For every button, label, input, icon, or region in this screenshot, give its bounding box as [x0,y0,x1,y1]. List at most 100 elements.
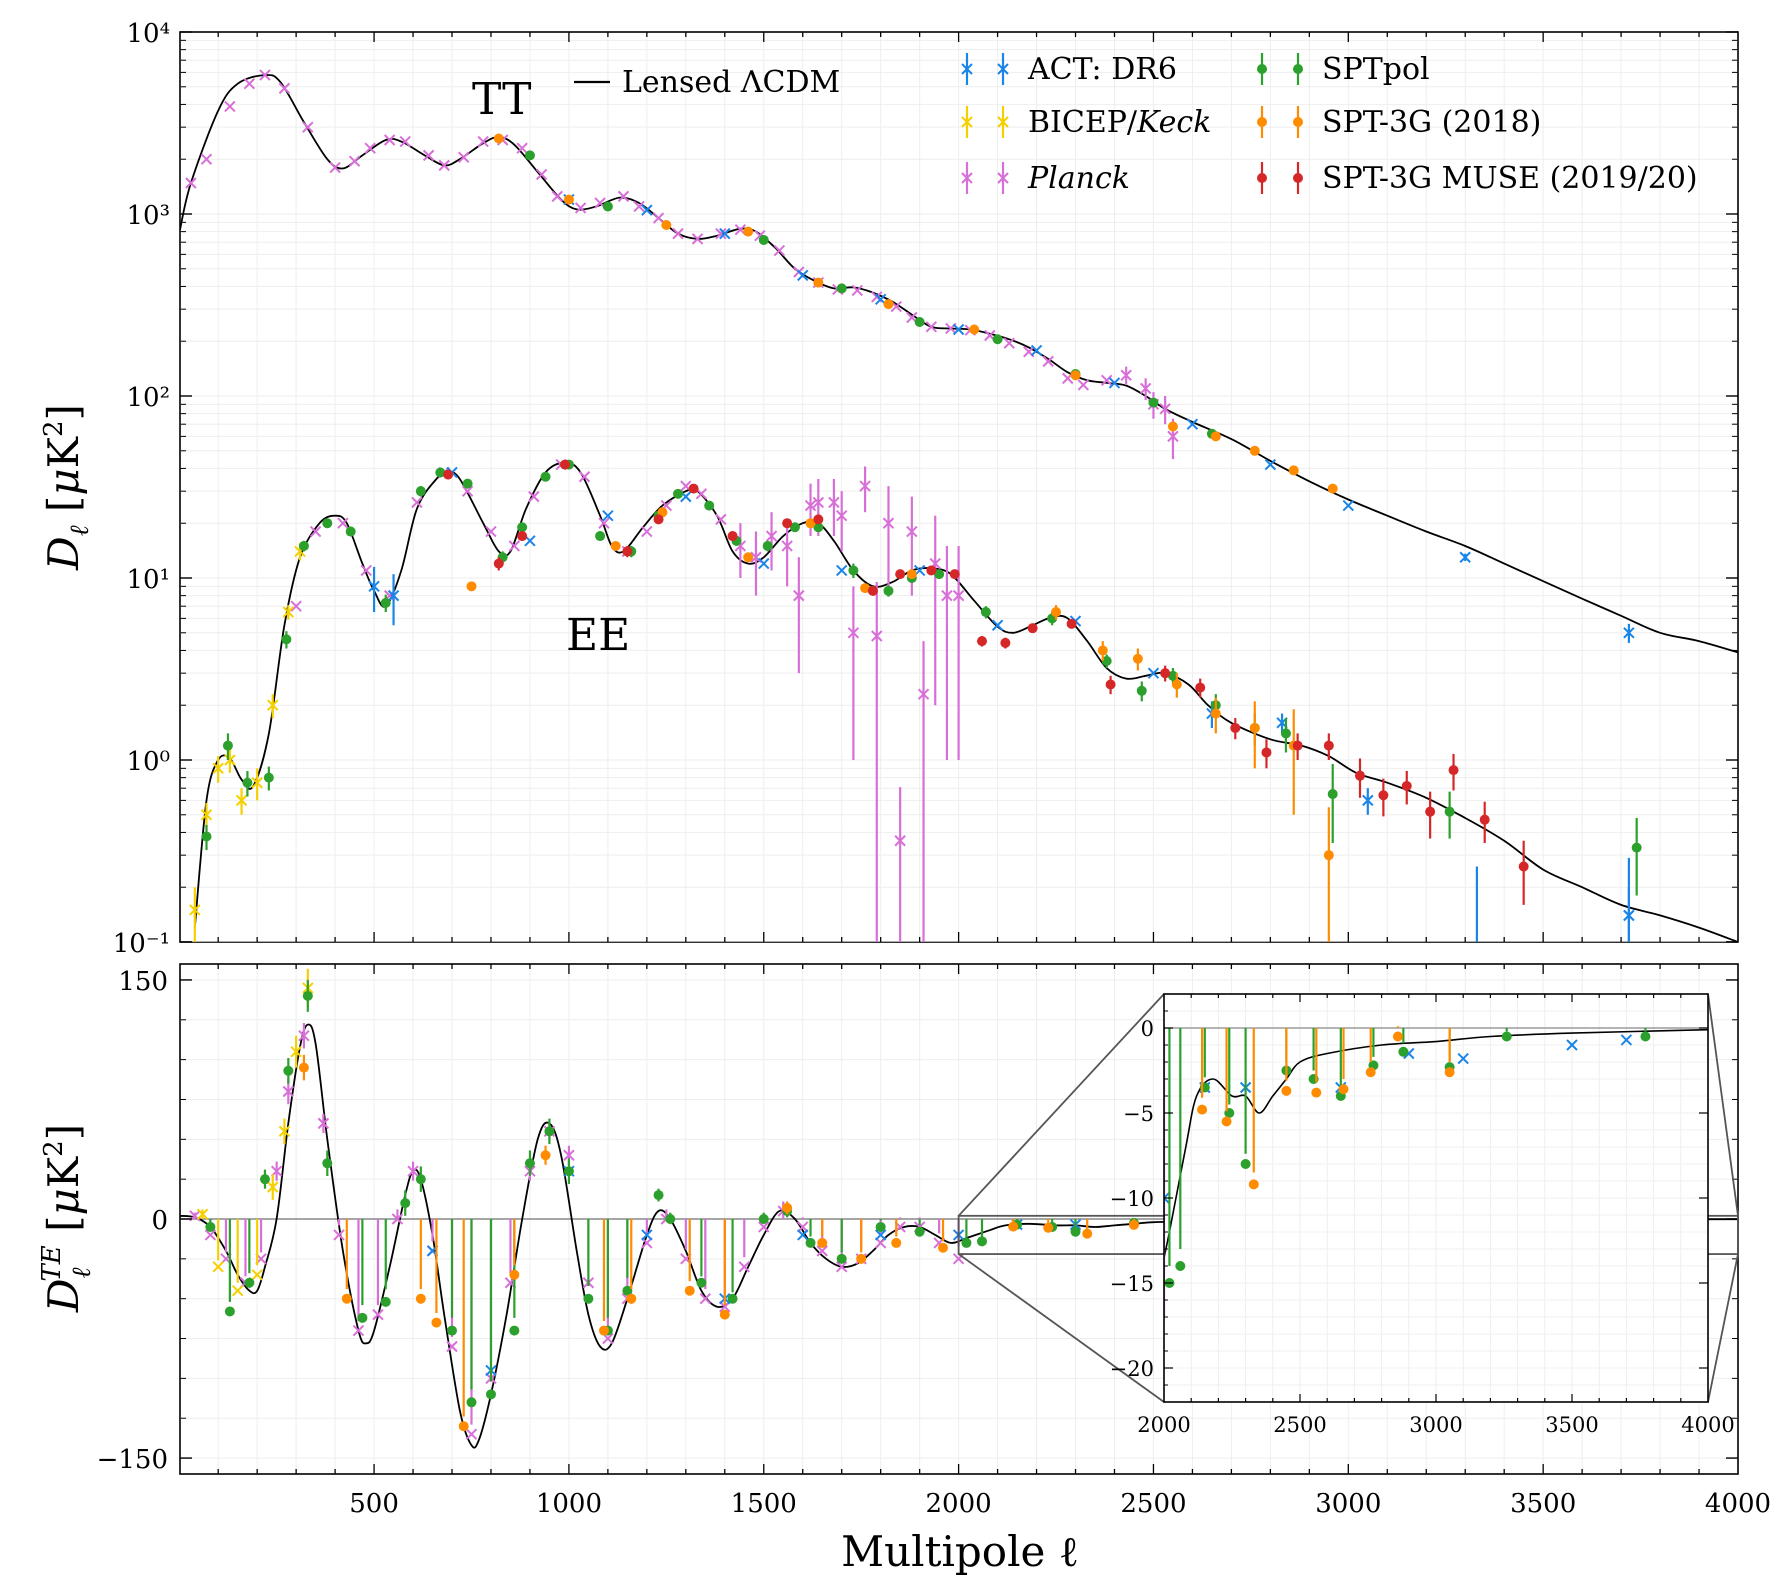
data-point-sptpol [1293,64,1303,74]
data-point-spt-3g-muse-2019-20 [1425,806,1436,817]
data-point-sptpol [848,565,859,576]
data-point-spt-3g-muse-2019-20 [813,514,824,525]
data-point-sptpol [485,1389,496,1400]
legend-label-spt3g-muse: SPT-3G MUSE (2019/20) [1322,161,1698,196]
data-point-sptpol [281,634,292,645]
data-point-act-dr6 [1620,1034,1633,1046]
y-tick-label-top: 10⁻¹ [113,929,170,959]
data-point-sptpol [509,1325,520,1336]
data-point-planck [485,525,497,538]
data-point-spt-3g-muse-2019-20 [867,585,878,596]
data-point-sptpol [980,607,991,618]
data-point-sptpol [1444,806,1455,817]
data-point-spt-3g-muse-2019-20 [1479,814,1490,825]
data-point-sptpol [462,478,473,489]
data-point-planck [691,233,704,245]
data-point-sptpol [357,1312,368,1323]
data-point-spt-3g-2018 [1444,1067,1455,1078]
data-point-sptpol [875,1221,886,1232]
bottom-data-marks [189,968,1654,1440]
x-tick-label: 3500 [1510,1489,1576,1519]
data-point-spt-3g-muse-2019-20 [949,569,960,580]
data-point-planck [360,564,372,577]
legend-label-sptpol: SPTpol [1322,52,1430,87]
data-point-bicep-keck [267,699,279,711]
data-point-spt-3g-2018 [298,1062,309,1073]
data-point-planck [894,835,906,847]
x-tick-label: 500 [349,1489,399,1519]
data-point-planck [812,496,825,509]
inset-y-tick-label: −15 [1110,1272,1154,1296]
inset-x-tick-label: 3000 [1409,1413,1462,1437]
data-point-spt-3g-2018 [431,1317,442,1328]
data-point-bicep-keck [278,1125,291,1138]
data-point-sptpol [242,777,253,788]
data-point-planck [758,1221,770,1233]
data-point-planck [337,517,349,529]
y-tick-label-bottom: −150 [97,1445,168,1475]
data-point-act-dr6 [1147,667,1160,679]
data-point-planck [438,159,450,172]
data-point-planck [446,1340,458,1353]
data-point-spt-3g-muse-2019-20 [1000,637,1011,648]
data-point-sptpol [302,990,313,1001]
y-tick-label-top: 10¹ [126,565,170,595]
data-point-spt-3g-2018 [466,581,477,592]
data-point-spt-3g-muse-2019-20 [727,531,738,542]
legend-entry-spt3g-2018: SPT-3G (2018) [1257,105,1541,140]
data-point-sptpol [758,1214,769,1224]
data-point-spt-3g-2018 [817,1237,828,1248]
data-point-spt-3g-2018 [813,277,824,288]
data-point-planck [781,540,793,552]
data-point-planck [282,1085,295,1098]
data-point-planck [1003,337,1015,349]
data-point-sptpol [883,585,894,596]
data-point-spt-3g-muse-2019-20 [1378,790,1389,801]
legend-marker-bicep [961,106,1009,138]
data-point-bicep-keck [961,116,973,128]
data-point-planck [516,142,528,154]
zoom-connector [958,1253,1165,1403]
model-te-curve [180,1023,1738,1449]
data-point-spt-3g-2018 [969,324,980,335]
data-point-spt-3g-muse-2019-20 [926,565,937,576]
data-point-sptpol [1280,728,1291,739]
data-point-spt-3g-2018 [805,518,816,529]
data-point-sptpol [673,488,684,499]
data-point-spt-3g-muse-2019-20 [1292,740,1303,751]
data-point-sptpol [1148,397,1159,408]
x-tick-label: 1500 [731,1489,797,1519]
data-point-planck [715,227,727,240]
data-point-spt-3g-2018 [661,220,672,231]
data-point-spt-3g-2018 [906,569,917,580]
data-point-spt-3g-2018 [891,1237,902,1248]
data-point-planck [528,490,540,503]
data-point-spt-3g-2018 [1221,1116,1232,1127]
data-point-bicep-keck [200,809,213,821]
data-point-sptpol [1501,1031,1512,1042]
data-point-planck [185,177,197,189]
data-point-spt-3g-2018 [509,1269,520,1280]
data-point-act-dr6 [1342,499,1355,512]
data-point-sptpol [992,334,1003,345]
data-point-planck [302,121,314,133]
data-point-sptpol [524,1158,535,1169]
data-point-sptpol [653,1190,664,1201]
legend: Lensed ΛCDM ACT: DR6 BICEP/Keck Planck S… [574,52,1698,196]
data-point-spt-3g-muse-2019-20 [653,514,664,525]
inset-y-tick-label: 0 [1141,1017,1154,1041]
data-point-act-dr6 [1164,1192,1170,1204]
data-point-spt-3g-2018 [856,1253,867,1264]
data-point-sptpol [544,1126,555,1137]
data-point-bicep-keck [251,1269,263,1281]
data-point-planck [399,135,411,148]
data-point-spt-3g-muse-2019-20 [1293,173,1303,183]
data-point-sptpol [762,540,773,551]
data-point-planck [352,1324,365,1337]
data-point-sptpol [665,1214,676,1224]
data-point-bicep-keck [282,606,295,618]
data-point-bicep-keck [212,762,224,775]
data-point-sptpol [934,569,945,580]
legend-label-spt3g-2018: SPT-3G (2018) [1322,105,1541,140]
data-point-spt-3g-2018 [1171,679,1182,690]
